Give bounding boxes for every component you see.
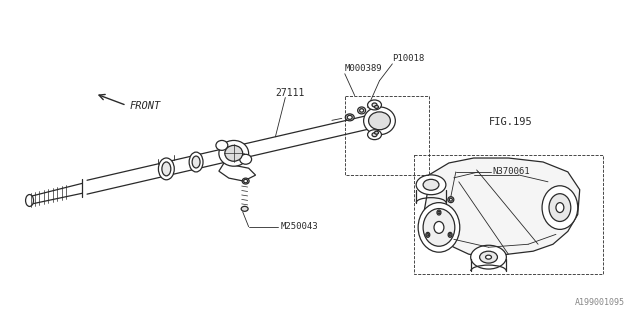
Text: FRONT: FRONT — [130, 101, 161, 111]
Ellipse shape — [542, 186, 578, 229]
Ellipse shape — [360, 109, 364, 112]
Ellipse shape — [159, 158, 174, 180]
Bar — [414, 155, 602, 274]
Ellipse shape — [372, 103, 377, 107]
Ellipse shape — [449, 234, 451, 236]
Ellipse shape — [448, 197, 454, 203]
Ellipse shape — [374, 131, 378, 134]
Text: 27111: 27111 — [276, 88, 305, 98]
Ellipse shape — [348, 116, 352, 119]
Ellipse shape — [423, 209, 455, 246]
Ellipse shape — [345, 114, 354, 121]
Ellipse shape — [225, 145, 243, 161]
Ellipse shape — [240, 154, 252, 164]
Text: A199001095: A199001095 — [575, 298, 625, 307]
Ellipse shape — [242, 178, 249, 184]
Ellipse shape — [162, 162, 171, 176]
Ellipse shape — [241, 206, 248, 211]
Ellipse shape — [367, 130, 381, 140]
Ellipse shape — [479, 251, 497, 263]
Text: N370061: N370061 — [493, 167, 530, 176]
Ellipse shape — [449, 198, 452, 201]
Polygon shape — [219, 163, 255, 181]
Bar — [345, 96, 429, 175]
Ellipse shape — [244, 179, 248, 183]
Text: M250043: M250043 — [280, 222, 318, 231]
Ellipse shape — [438, 211, 440, 214]
Ellipse shape — [219, 140, 248, 166]
Text: FIG.195: FIG.195 — [488, 117, 532, 127]
Ellipse shape — [358, 107, 365, 114]
Ellipse shape — [369, 112, 390, 130]
Ellipse shape — [216, 140, 228, 150]
Text: M000389: M000389 — [345, 64, 383, 73]
Ellipse shape — [416, 175, 446, 195]
Text: P10018: P10018 — [392, 54, 424, 63]
Ellipse shape — [437, 210, 441, 215]
Ellipse shape — [549, 194, 571, 221]
Ellipse shape — [372, 133, 377, 137]
Ellipse shape — [192, 156, 200, 168]
Ellipse shape — [423, 179, 439, 190]
Ellipse shape — [364, 107, 396, 135]
Ellipse shape — [434, 221, 444, 233]
Ellipse shape — [189, 152, 203, 172]
Ellipse shape — [486, 255, 492, 259]
Ellipse shape — [426, 232, 430, 237]
Ellipse shape — [367, 100, 381, 110]
Ellipse shape — [427, 234, 429, 236]
Polygon shape — [424, 158, 580, 257]
Ellipse shape — [470, 245, 506, 269]
Ellipse shape — [556, 203, 564, 212]
Ellipse shape — [418, 203, 460, 252]
Ellipse shape — [374, 106, 378, 108]
Ellipse shape — [26, 195, 33, 206]
Ellipse shape — [448, 232, 452, 237]
